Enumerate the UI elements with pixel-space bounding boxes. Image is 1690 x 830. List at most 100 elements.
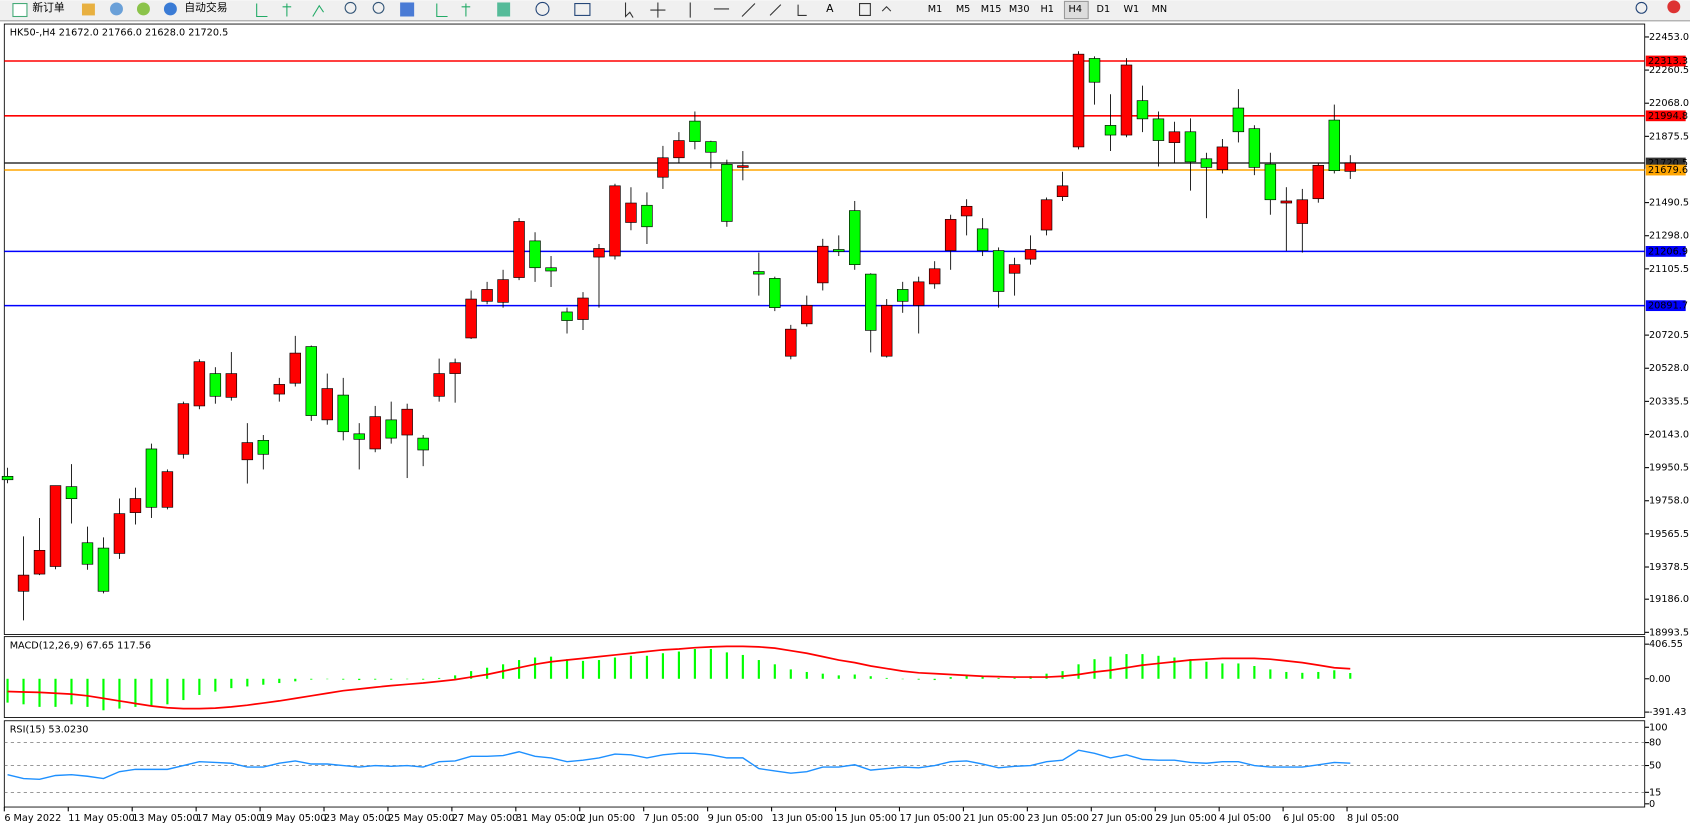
timeframe-button[interactable]: M5 [956,4,971,15]
level-label-box [1645,110,1686,122]
level-label: 21994.8 [1648,111,1688,122]
x-tick-label: 31 May 05:00 [516,813,582,824]
y-tick-label: 19950.5 [1649,463,1689,474]
panel-title: MACD(12,26,9) 67.65 117.56 [10,640,151,651]
candle-body [1056,185,1069,197]
x-tick-label: 13 Jun 05:00 [772,813,834,824]
candle-body [609,185,621,257]
candle-body [641,204,653,228]
candle-body [880,305,893,357]
candle-body [1072,53,1085,148]
indicator-icon[interactable] [497,2,511,17]
candle-body [1040,199,1053,231]
candle-body [401,408,413,436]
auto-trading-button[interactable]: 自动交易 [184,1,227,14]
candle-body [1248,128,1261,168]
candle-body [1344,162,1356,172]
chart-type-icons[interactable] [256,3,324,18]
x-tick-label: 19 May 05:00 [260,813,326,824]
y-tick-label: 19758.0 [1649,496,1689,507]
y-tick-label: 21105.5 [1649,264,1689,275]
candle-body [753,271,765,275]
candle-body [257,440,270,455]
timeframe-button[interactable]: M30 [1009,4,1030,15]
candle-body [97,547,110,592]
x-tick-label: 2 Jun 05:00 [580,813,635,824]
candle-body [81,542,94,565]
tool-icon[interactable] [110,2,123,16]
search-icon[interactable] [1635,1,1648,14]
x-tick-label: 25 May 05:00 [388,813,454,824]
drawing-tools[interactable] [624,2,871,18]
candle-body [1024,249,1037,260]
y-tick-label: 21298.0 [1649,231,1689,242]
candle-body [129,498,142,513]
panel-title: HK50-,H4 21672.0 21766.0 21628.0 21720.5 [10,28,229,39]
candle-body [1216,146,1229,170]
candle-body [817,245,829,284]
level-label: 21679.6 [1648,165,1688,176]
y-tick-label: 50 [1649,761,1661,772]
candle-body [992,250,1005,292]
timeframe-button[interactable]: D1 [1096,4,1110,15]
x-tick-label: 27 Jun 05:00 [1091,813,1153,824]
arrows-tool[interactable] [881,6,892,12]
y-tick-label: 0.00 [1649,674,1671,685]
candle-body [273,384,286,395]
tool-icon[interactable] [81,3,95,16]
x-tick-label: 6 May 2022 [4,813,61,824]
auto-trading-icon[interactable] [163,2,177,16]
active-period [1063,0,1089,20]
candle-body [1200,158,1213,168]
level-label: 20891.7 [1648,301,1688,312]
y-tick-label: 20335.5 [1649,396,1689,407]
x-tick-label: 27 May 05:00 [452,813,518,824]
tool-icon[interactable] [136,2,150,16]
timeframe-button[interactable]: H4 [1069,4,1082,15]
candle-body [705,141,717,153]
template-icon[interactable] [574,3,591,16]
x-tick-label: 17 Jun 05:00 [899,813,961,824]
panel-frame [3,23,1646,635]
candle-body [145,448,158,508]
timeframe-button[interactable]: M15 [981,4,1002,15]
timeframe-button[interactable]: M1 [928,4,943,15]
rsi-line [7,749,1351,781]
candle-body [33,549,46,575]
candle-body [385,419,397,439]
level-label: 21720.5 [1648,158,1688,169]
notification-badge[interactable] [1667,0,1681,14]
candle-body [561,311,573,321]
candle-body [1280,200,1293,204]
x-tick-label: 9 Jun 05:00 [708,813,763,824]
y-tick-label: 21875.5 [1649,131,1689,142]
tile-icon[interactable] [400,2,415,17]
candle-body [912,281,925,306]
candle-body [289,352,301,384]
candle-body [433,373,445,397]
shift-icons[interactable] [436,3,471,18]
timeframe-button[interactable]: MN [1152,4,1168,15]
candle-body [1328,119,1341,171]
y-tick-label: 80 [1649,738,1661,749]
zoom-out[interactable] [372,1,385,14]
level-label-box [1645,157,1686,169]
candle-body [161,471,174,508]
text-tool[interactable]: A [826,2,834,15]
timeframe-button[interactable]: W1 [1123,4,1139,15]
candle-body [944,219,957,251]
zoom-in[interactable] [344,1,357,14]
candle-body [1088,58,1101,83]
timeframe-button[interactable]: H1 [1040,4,1053,15]
candle-body [209,373,222,397]
candle-body [657,157,669,178]
candle-body [1312,165,1325,200]
toolbar-buttons: 新订单 自动交易 A [12,0,1681,20]
new-order-button[interactable]: 新订单 [32,1,65,14]
period-icon[interactable] [535,1,550,16]
new-order-icon[interactable] [12,3,28,18]
candle-body [529,240,541,269]
candle-body [1120,64,1133,136]
